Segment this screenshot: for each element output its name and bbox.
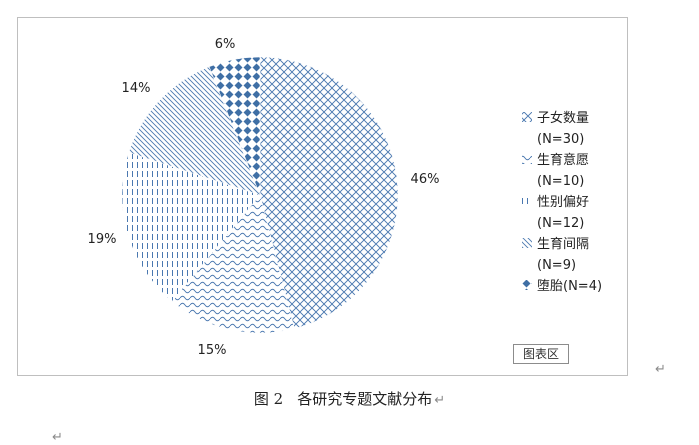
legend-count-1: (N=30): [537, 132, 584, 147]
legend-count-3: (N=12): [537, 216, 584, 231]
legend-swatch-5: [522, 280, 532, 290]
slice-percent-label-2: 15%: [198, 343, 227, 358]
legend-swatch-1: [522, 112, 532, 122]
legend-label-4: 生育间隔: [537, 236, 589, 252]
legend-label-2: 生育意愿: [537, 152, 589, 168]
pie-slice-2[interactable]: [171, 194, 295, 334]
slice-percent-label-4: 14%: [122, 81, 151, 96]
legend-swatch-4: [522, 238, 532, 248]
caption-number: 图 2: [253, 390, 284, 408]
paragraph-return-mark: ↵: [655, 362, 666, 377]
figure-caption: 图 2 各研究专题文献分布 ↵: [0, 388, 699, 409]
caption-return-mark: ↵: [434, 393, 446, 408]
legend-label-5: 堕胎(N=4): [537, 278, 602, 294]
slice-percent-label-1: 46%: [411, 172, 440, 187]
slice-percent-label-3: 19%: [88, 232, 117, 247]
pie-slice-4[interactable]: [128, 66, 261, 196]
slice-percent-label-5: 6%: [215, 37, 236, 52]
caption-text: 各研究专题文献分布: [297, 390, 433, 408]
legend-label-3: 性别偏好: [537, 195, 589, 210]
legend-swatch-2: [522, 154, 532, 164]
legend-label-1: 子女数量: [537, 110, 589, 126]
pie-slice-3[interactable]: [121, 152, 261, 302]
empty-paragraph-return-mark: ↵: [52, 430, 63, 445]
pie-slice-1[interactable]: [259, 56, 399, 329]
chart-area-tag[interactable]: 图表区: [513, 344, 569, 364]
legend-count-4: (N=9): [537, 258, 576, 273]
pie-slice-5[interactable]: [208, 56, 261, 196]
legend-swatch-3: [522, 196, 532, 206]
legend-count-2: (N=10): [537, 174, 584, 189]
